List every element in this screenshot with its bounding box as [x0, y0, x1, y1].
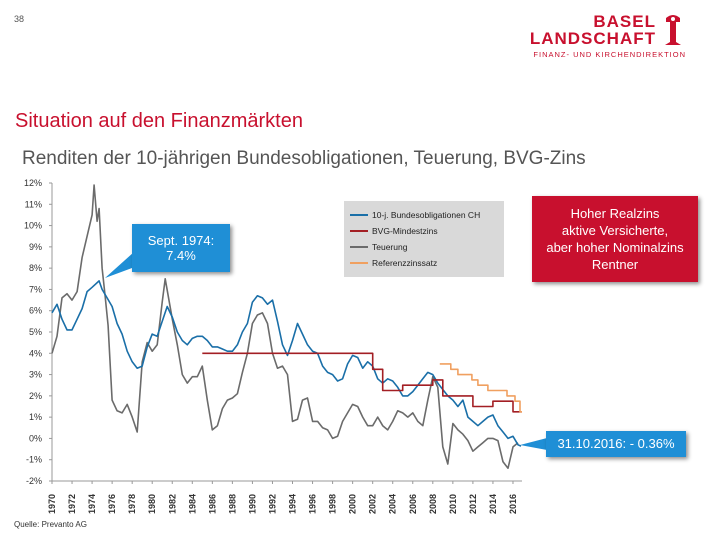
- legend-label-inflation: Teuerung: [372, 242, 408, 252]
- x-tick-label: 1978: [127, 494, 137, 514]
- y-tick-label: 12%: [24, 178, 42, 188]
- x-tick-label: 2002: [368, 494, 378, 514]
- x-tick-label: 1980: [147, 494, 157, 514]
- callout-date-2016: 31.10.2016: - 0.36%: [546, 431, 686, 457]
- x-tick-label: 2010: [448, 494, 458, 514]
- legend-item-bond: 10-j. Bundesobligationen CH: [344, 207, 504, 223]
- legend-item-inflation: Teuerung: [344, 239, 504, 255]
- legend-item-reference: Referenzzinssatz: [344, 255, 504, 271]
- y-tick-label: 9%: [29, 242, 42, 252]
- logo: BASEL LANDSCHAFT FINANZ- UND KIRCHENDIRE…: [530, 12, 686, 62]
- callout-sept-line2: 7.4%: [166, 248, 196, 263]
- legend-item-bvg: BVG-Mindestzins: [344, 223, 504, 239]
- y-tick-label: 6%: [29, 306, 42, 316]
- legend-label-bvg: BVG-Mindestzins: [372, 226, 438, 236]
- chart-legend: 10-j. Bundesobligationen CH BVG-Mindestz…: [344, 201, 504, 277]
- y-tick-label: 7%: [29, 284, 42, 294]
- x-tick-label: 1984: [187, 494, 197, 514]
- x-tick-label: 2008: [428, 494, 438, 514]
- x-tick-label: 1996: [308, 494, 318, 514]
- legend-swatch-reference: [350, 262, 368, 264]
- x-tick-label: 2004: [388, 494, 398, 514]
- callout-sept-1974: Sept. 1974: 7.4%: [132, 224, 230, 272]
- x-tick-label: 1988: [227, 494, 237, 514]
- series-line-reference: [439, 363, 522, 413]
- x-tick-label: 2000: [348, 494, 358, 514]
- series-line-inflation: [51, 184, 519, 470]
- callout-real-line2: aktive Versicherte,: [561, 223, 669, 238]
- x-tick-label: 1974: [87, 494, 97, 514]
- y-tick-label: 10%: [24, 221, 42, 231]
- x-tick-label: 2014: [488, 494, 498, 514]
- y-tick-label: 1%: [29, 412, 42, 422]
- source-note: Quelle: Prevanto AG: [14, 520, 87, 529]
- x-tick-label: 1976: [107, 494, 117, 514]
- y-tick-label: 4%: [29, 348, 42, 358]
- x-tick-label: 1992: [267, 494, 277, 514]
- callout-sept-line1: Sept. 1974:: [147, 233, 215, 248]
- legend-label-reference: Referenzzinssatz: [372, 258, 438, 268]
- callout-real-line4: Rentner: [591, 257, 639, 272]
- y-tick-label: -1%: [26, 455, 42, 465]
- callout-real-line1: Hoher Realzins: [570, 206, 660, 221]
- logo-subtitle: FINANZ- UND KIRCHENDIREKTION: [533, 50, 686, 59]
- x-tick-label: 2012: [468, 494, 478, 514]
- x-tick-label: 1986: [207, 494, 217, 514]
- x-tick-label: 1990: [247, 494, 257, 514]
- y-tick-label: 5%: [29, 327, 42, 337]
- crosier-icon: [665, 15, 681, 45]
- page-number: 38: [14, 14, 25, 24]
- chart-title: Renditen der 10-jährigen Bundesobligatio…: [22, 148, 586, 169]
- y-tick-label: 3%: [29, 370, 42, 380]
- y-tick-label: 0%: [29, 433, 42, 443]
- legend-swatch-bond: [350, 214, 368, 216]
- x-tick-label: 1972: [67, 494, 77, 514]
- slide-title: Situation auf den Finanzmärkten: [15, 110, 303, 132]
- x-tick-label: 1998: [328, 494, 338, 514]
- y-tick-label: 2%: [29, 391, 42, 401]
- line-chart: 12% 11% 10% 9% 8% 7% 6% 5% 4% 3% 2% 1% 0% -1% -2% 1970 1…: [24, 178, 522, 514]
- x-tick-label: 1970: [47, 494, 57, 514]
- x-tick-label: 1994: [288, 494, 298, 514]
- x-tick-label: 2016: [508, 494, 518, 514]
- logo-line2: LANDSCHAFT: [529, 29, 656, 48]
- callout-real-line3: aber hoher Nominalzins: [546, 240, 684, 255]
- series-line-bvg: [202, 352, 522, 413]
- legend-label-bond: 10-j. Bundesobligationen CH: [372, 210, 481, 220]
- y-tick-label: -2%: [26, 476, 42, 486]
- y-tick-label: 8%: [29, 263, 42, 273]
- x-tick-label: 1982: [167, 494, 177, 514]
- legend-swatch-inflation: [350, 246, 368, 248]
- series-line-bond: [51, 280, 522, 447]
- legend-swatch-bvg: [350, 230, 368, 232]
- y-tick-label: 11%: [25, 199, 42, 209]
- x-tick-label: 2006: [408, 494, 418, 514]
- callout-real-interest: Hoher Realzins aktive Versicherte, aber …: [532, 196, 698, 282]
- logo-line1: BASEL: [593, 12, 656, 31]
